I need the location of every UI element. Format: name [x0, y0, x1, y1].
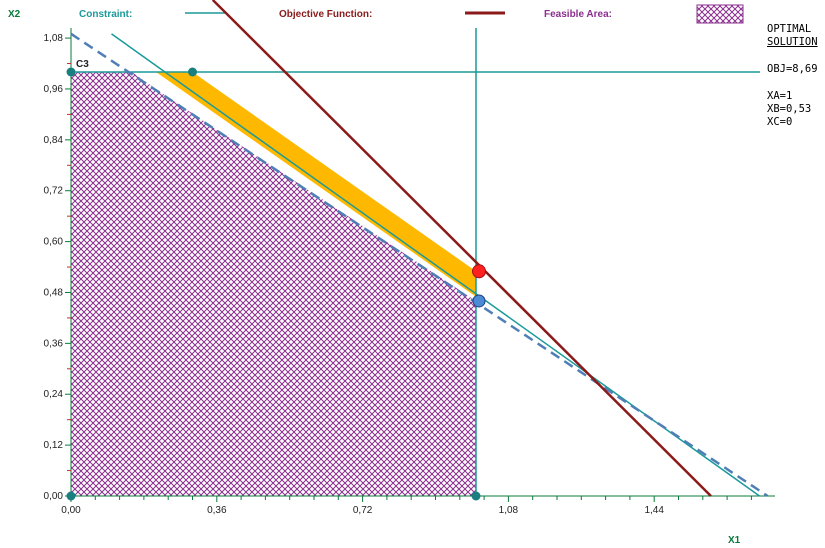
dashed-constraint-line	[70, 32, 769, 498]
y-tick-label: 0,24	[44, 389, 64, 400]
xa-value: XA=1	[767, 90, 793, 102]
constraint-label-c3: C3	[76, 59, 89, 70]
y-tick-label: 0,72	[44, 186, 64, 197]
objective-value: OBJ=8,69	[767, 63, 818, 75]
feasible-area	[71, 72, 476, 496]
solution-heading-optimal: OPTIMAL	[767, 23, 812, 35]
x-tick-label: 1,44	[644, 505, 664, 516]
legend-objective-label: Objective Function:	[279, 9, 372, 20]
optimal-point	[472, 264, 486, 279]
xc-value: XC=0	[767, 116, 793, 128]
plot-area: 0,00 0,36 0,72 1,08 1,44 0,00 0,12 0,24 0,36 0,48…	[44, 0, 775, 516]
y-tick-label: 0,84	[44, 135, 64, 146]
alternate-point	[472, 294, 486, 308]
solution-heading-solution: SOLUTION	[767, 36, 818, 48]
optimal-region-band	[156, 72, 477, 297]
legend: Constraint: Objective Function: Feasible…	[79, 4, 744, 24]
x-tick-label: 0,00	[61, 505, 81, 516]
x-tick-label: 0,72	[353, 505, 373, 516]
y-tick-label: 1,08	[44, 33, 64, 44]
y-tick-label: 0,00	[44, 491, 64, 502]
y-tick-label: 0,60	[44, 237, 64, 248]
legend-feasible-label: Feasible Area:	[544, 9, 612, 20]
legend-constraint-label: Constraint:	[79, 9, 132, 20]
y-tick-label: 0,12	[44, 440, 64, 451]
x-tick-label: 1,08	[499, 505, 519, 516]
solution-panel: OPTIMAL SOLUTION OBJ=8,69 XA=1 XB=0,53 X…	[767, 23, 818, 129]
objective-function-line	[211, 0, 712, 497]
vertex-point	[471, 491, 481, 501]
xb-value: XB=0,53	[767, 103, 812, 115]
legend-feasible-swatch	[696, 4, 744, 24]
x-tick-label: 0,36	[207, 505, 227, 516]
y-tick-label: 0,36	[44, 338, 64, 349]
x-axis-title: X1	[728, 535, 741, 546]
y-axis-title: X2	[8, 9, 21, 20]
vertex-point	[66, 67, 76, 77]
y-tick-label: 0,48	[44, 287, 64, 298]
vertex-point	[66, 491, 76, 501]
vertex-point	[188, 67, 197, 77]
y-tick-label: 0,96	[44, 84, 64, 95]
